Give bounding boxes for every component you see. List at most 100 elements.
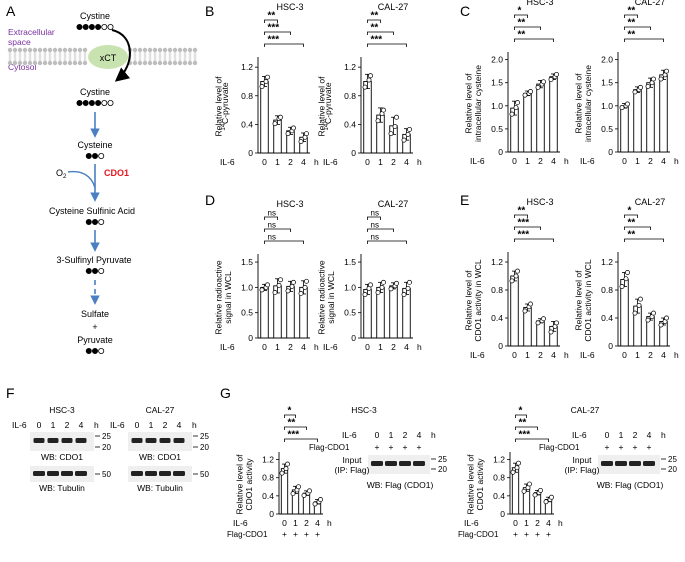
data-point bbox=[279, 470, 285, 476]
panel-letter-b: B bbox=[205, 3, 214, 19]
y-axis-label-line: C-pyruvate bbox=[220, 82, 230, 124]
significance-bracket bbox=[367, 19, 381, 23]
data-point bbox=[368, 73, 373, 79]
data-point bbox=[509, 278, 515, 284]
lipid-head bbox=[17, 47, 23, 53]
blot-band bbox=[33, 471, 45, 476]
wb-cdo1-label: WB: CDO1 bbox=[139, 452, 181, 462]
data-point bbox=[509, 111, 515, 117]
lipid-head bbox=[47, 47, 53, 53]
data-point bbox=[645, 317, 651, 323]
lane-label: 0 bbox=[135, 420, 140, 430]
bar bbox=[376, 286, 385, 339]
significance-bracket bbox=[624, 26, 651, 30]
data-point bbox=[554, 320, 559, 326]
il6-row-label: IL-6 bbox=[470, 350, 485, 360]
atom-dot-open bbox=[101, 100, 108, 107]
y-axis-label-superscript: 14 bbox=[324, 123, 330, 130]
lipid-head bbox=[72, 47, 78, 53]
lipid-head bbox=[162, 60, 168, 66]
o2-arc bbox=[67, 170, 96, 189]
chart-g-hsc3: 0 0.4 0.8 1.2 Relative level ofCDO1 activity… bbox=[227, 406, 332, 540]
bar bbox=[536, 83, 545, 153]
y-axis-label-line: Relative level of bbox=[573, 270, 583, 331]
atom-dot-open bbox=[98, 218, 105, 225]
x-tick-label: 0 bbox=[365, 157, 370, 167]
x-tick-label: 1 bbox=[525, 156, 530, 166]
lane-label: 1 bbox=[619, 430, 624, 440]
data-point bbox=[291, 279, 296, 285]
y-axis-label: Relative radioactivesignal in WCL bbox=[213, 260, 233, 334]
significance-label: *** bbox=[519, 430, 531, 441]
data-point bbox=[541, 316, 546, 322]
significance-bracket bbox=[264, 228, 291, 232]
significance-bracket bbox=[367, 31, 394, 35]
lipid-head bbox=[137, 47, 143, 53]
lipid-head bbox=[62, 47, 68, 53]
mw-marker-label: 25 bbox=[668, 455, 677, 464]
significance-label: ** bbox=[268, 11, 276, 22]
y-axis-label-line: Relative level of bbox=[316, 76, 326, 137]
y-axis-label: Relative level of14C-pyruvate bbox=[316, 76, 333, 137]
lane-label: 4 bbox=[647, 430, 652, 440]
atom-dot-filled bbox=[85, 152, 92, 159]
lipid-head bbox=[192, 47, 198, 53]
y-axis-label-line: Relative level of bbox=[463, 270, 473, 331]
bar bbox=[523, 92, 532, 153]
lipid-head bbox=[12, 60, 18, 66]
flag-plus-sign: + bbox=[546, 529, 551, 539]
chart-title: HSC-3 bbox=[526, 197, 553, 207]
blot-band bbox=[371, 461, 383, 466]
cystine-cytosol-label: Cystine bbox=[80, 87, 110, 97]
flag-cdo1-row-label: Flag-CDO1 bbox=[227, 530, 268, 539]
significance-bracket bbox=[264, 240, 304, 244]
lane-label: 4 bbox=[417, 430, 422, 440]
il6-row-label: IL-6 bbox=[572, 430, 587, 440]
lane-label: 2 bbox=[633, 430, 638, 440]
lane-label: 2 bbox=[163, 420, 168, 430]
atom-dot-filled bbox=[82, 23, 89, 30]
lipid-head bbox=[52, 47, 58, 53]
y-tick-label: 0 bbox=[248, 333, 253, 343]
significance-label: ** bbox=[628, 30, 636, 41]
atom-dot-filled bbox=[92, 218, 99, 225]
data-point bbox=[405, 285, 411, 291]
atom-dot-filled bbox=[85, 267, 92, 274]
atom-dot-filled bbox=[92, 152, 99, 159]
data-point bbox=[651, 310, 656, 316]
lipid-head bbox=[162, 47, 168, 53]
atom-dot-filled bbox=[88, 100, 95, 107]
x-tick-label: 2 bbox=[535, 518, 540, 528]
data-point bbox=[298, 139, 304, 145]
x-tick-label: 1 bbox=[275, 157, 280, 167]
data-point bbox=[515, 100, 520, 106]
y-tick-label: 0 bbox=[248, 148, 253, 158]
data-point bbox=[318, 497, 323, 502]
lipid-head bbox=[7, 47, 13, 53]
ip-flag-label: (IP: Flag) bbox=[335, 465, 370, 475]
plus-label: + bbox=[92, 322, 97, 332]
chart-title: HSC-3 bbox=[276, 199, 303, 209]
significance-bracket bbox=[264, 43, 304, 47]
y-axis-label-superscript: 14 bbox=[221, 123, 227, 130]
lipid-head bbox=[77, 47, 83, 53]
data-point bbox=[394, 114, 399, 120]
data-point bbox=[638, 84, 643, 90]
blot-cell-title-hsc3: HSC-3 bbox=[49, 405, 75, 415]
data-point bbox=[375, 289, 381, 295]
lipid-head bbox=[147, 60, 153, 66]
data-point bbox=[392, 124, 398, 129]
flag-plus-sign: + bbox=[375, 442, 380, 452]
x-tick-label: 1 bbox=[635, 156, 640, 166]
flag-plus-sign: + bbox=[293, 529, 298, 539]
data-point bbox=[307, 488, 312, 494]
data-point bbox=[285, 461, 290, 467]
data-point bbox=[554, 71, 559, 77]
chart-title: HSC-3 bbox=[276, 2, 303, 12]
data-point bbox=[645, 83, 651, 89]
y-tick-label: 1.5 bbox=[241, 257, 253, 267]
input-label: Input bbox=[343, 455, 363, 465]
y-tick-label: 1.0 bbox=[344, 282, 356, 292]
data-point bbox=[394, 280, 399, 286]
